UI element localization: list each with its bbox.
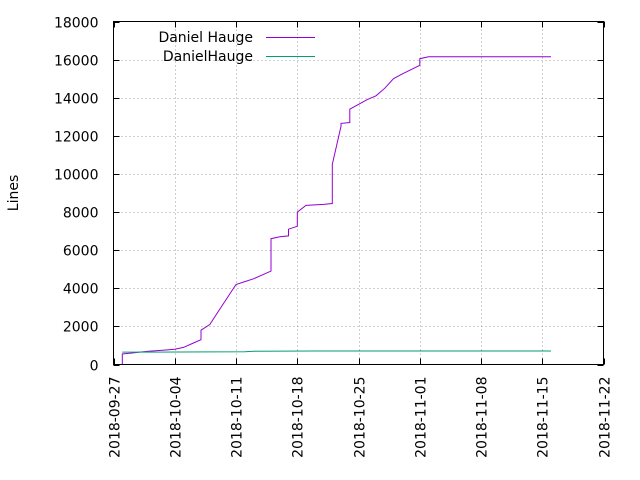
y-tick-label: 10000 [54,168,99,184]
plot-border [113,21,604,365]
y-tick-label: 14000 [54,92,99,108]
y-tick-label: 2000 [63,320,99,336]
y-tick-label: 16000 [54,54,99,70]
y-tick-label: 0 [90,359,99,375]
axis-ticks: 0 2000 4000 6000 8000 10000 12000 14000 16000 180… [54,16,614,458]
x-tick-label: 2018-11-01 [414,377,430,458]
gridlines [113,21,604,365]
series-line [121,56,551,365]
legend-label: Daniel Hauge [158,30,253,46]
y-axis-label: Lines [6,175,22,211]
y-tick-label: 18000 [54,16,99,32]
x-tick-label: 2018-11-08 [475,377,491,458]
series-line [122,350,551,353]
y-tick-label: 12000 [54,130,99,146]
series-lines [121,56,551,365]
y-tick-label: 6000 [63,244,99,260]
x-tick-label: 2018-11-22 [598,377,614,458]
y-tick-label: 4000 [63,282,99,298]
legend: Daniel Hauge DanielHauge [158,30,315,65]
x-tick-label: 2018-10-04 [169,376,185,457]
x-tick-label: 2018-10-11 [230,377,246,458]
y-tick-label: 8000 [63,206,99,222]
x-tick-label: 2018-09-27 [108,377,124,458]
x-tick-label: 2018-11-15 [536,377,552,458]
legend-label: DanielHauge [163,49,253,65]
x-tick-label: 2018-10-25 [353,377,369,458]
x-tick-label: 2018-10-18 [291,377,307,458]
